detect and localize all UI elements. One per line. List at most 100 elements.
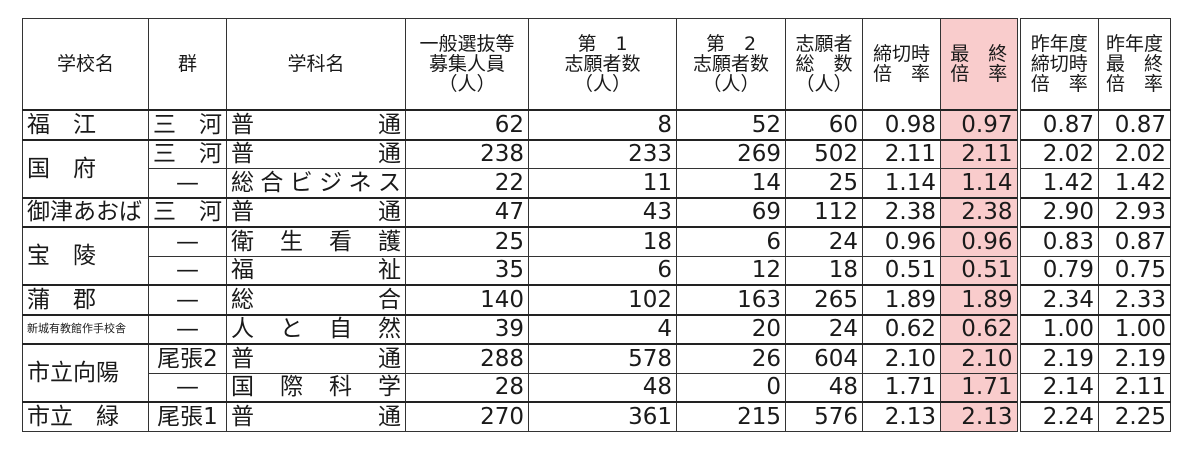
deadline-ratio-cell: 2.10 xyxy=(862,343,941,374)
first-choice-count-cell: 233 xyxy=(528,138,677,169)
last-year-final-ratio-cell: 0.75 xyxy=(1098,255,1171,286)
header-line: （人） xyxy=(795,73,853,95)
first-choice-count-cell: 43 xyxy=(528,196,677,228)
last-year-final-ratio-cell: 2.25 xyxy=(1098,401,1171,432)
final-ratio-cell: 2.10 xyxy=(940,343,1019,374)
deadline-ratio-cell: 1.89 xyxy=(862,284,941,315)
header-line: （人） xyxy=(573,73,631,95)
first-choice-count-cell: 48 xyxy=(528,372,677,403)
header-final-ratio: 最 終倍 率 xyxy=(940,18,1019,111)
final-ratio-cell: 0.62 xyxy=(940,313,1019,345)
department-cell: 普通 xyxy=(226,401,406,432)
total-applicants-cell: 24 xyxy=(785,226,863,257)
header-line: 倍 率 xyxy=(872,63,930,85)
header-line: 募集人員 xyxy=(428,53,505,75)
total-applicants-cell: 48 xyxy=(785,372,863,403)
header-line: 総 数 xyxy=(795,53,853,75)
department-cell: 総合 xyxy=(226,284,406,315)
first-choice-count-cell: 361 xyxy=(528,401,677,432)
department-cell: 国際科学 xyxy=(226,372,406,403)
total-applicants-cell: 265 xyxy=(785,284,863,315)
last-year-deadline-ratio-cell: 0.79 xyxy=(1016,255,1099,286)
recruit-count-cell: 35 xyxy=(405,255,529,286)
last-year-deadline-ratio-cell: 2.14 xyxy=(1016,372,1099,403)
department-cell: 衛生看護 xyxy=(226,226,406,257)
group-cell: — xyxy=(148,313,227,345)
recruit-count-cell: 25 xyxy=(405,226,529,257)
table-row: 新城有教館作手校舎 — 人と自然 39 4 20 24 0.62 0.62 1.00 1.00 xyxy=(22,313,1171,345)
department-cell: 普通 xyxy=(226,138,406,169)
first-choice-count-cell: 11 xyxy=(528,168,677,198)
first-choice-count-cell: 18 xyxy=(528,226,677,257)
header-second-choice-count: 第 2 志願者数 （人） xyxy=(676,18,786,111)
first-choice-count-cell: 578 xyxy=(528,343,677,374)
total-applicants-cell: 576 xyxy=(785,401,863,432)
header-department: 学科名 xyxy=(226,18,406,111)
header-line: 志願者数 xyxy=(564,53,641,75)
header-line: 志願者 xyxy=(795,33,853,55)
recruit-count-cell: 22 xyxy=(405,168,529,198)
header-deadline-ratio: 締切時倍 率 xyxy=(862,18,941,111)
final-ratio-cell: 2.11 xyxy=(940,138,1019,169)
header-line: 一般選抜等 xyxy=(419,33,515,55)
header-line: 倍 率 xyxy=(1030,73,1088,95)
deadline-ratio-cell: 2.38 xyxy=(862,196,941,228)
recruit-count-cell: 238 xyxy=(405,138,529,169)
group-cell: — xyxy=(148,255,227,286)
first-choice-count-cell: 8 xyxy=(528,109,677,140)
group-cell: 三 河 xyxy=(148,196,227,228)
total-applicants-cell: 112 xyxy=(785,196,863,228)
table-row: 市立向陽 尾張2 普通 288 578 26 604 2.10 2.10 2.19 2.19 xyxy=(22,343,1171,403)
final-ratio-cell: 1.89 xyxy=(940,284,1019,315)
recruit-count-cell: 270 xyxy=(405,401,529,432)
last-year-final-ratio-cell: 2.11 xyxy=(1098,372,1171,403)
last-year-deadline-ratio-cell: 0.87 xyxy=(1016,109,1099,140)
table-row: 福 江三 河普通 62 8 52 60 0.98 0.97 0.87 0.87 xyxy=(22,109,1171,140)
table-row: 蒲 郡 — 総合 140 102 163 265 1.89 1.89 2.34 2.33 xyxy=(22,284,1171,315)
second-choice-count-cell: 14 xyxy=(676,168,786,198)
deadline-ratio-cell: 0.98 xyxy=(862,109,941,140)
recruit-count-cell: 47 xyxy=(405,196,529,228)
header-last-year-deadline-ratio: 昨年度 締切時倍 率 xyxy=(1016,18,1099,111)
last-year-final-ratio-cell: 0.87 xyxy=(1098,226,1171,257)
deadline-ratio-cell: 2.13 xyxy=(862,401,941,432)
last-year-deadline-ratio-cell: 1.42 xyxy=(1016,168,1099,198)
department-cell: 福祉 xyxy=(226,255,406,286)
school-name-cell: 市立向陽 xyxy=(22,343,149,403)
header-line: 最 終 xyxy=(950,43,1008,65)
last-year-deadline-ratio-cell: 2.24 xyxy=(1016,401,1099,432)
last-year-final-ratio-cell: 2.02 xyxy=(1098,138,1171,169)
final-ratio-cell: 2.38 xyxy=(940,196,1019,228)
second-choice-count-cell: 163 xyxy=(676,284,786,315)
last-year-final-ratio-cell: 2.93 xyxy=(1098,196,1171,228)
recruit-count-cell: 288 xyxy=(405,343,529,374)
department-cell: 普通 xyxy=(226,109,406,140)
group-cell: — xyxy=(148,372,227,403)
second-choice-count-cell: 269 xyxy=(676,138,786,169)
header-line: 締切時 xyxy=(872,43,930,65)
deadline-ratio-cell: 1.71 xyxy=(862,372,941,403)
deadline-ratio-cell: 0.96 xyxy=(862,226,941,257)
last-year-deadline-ratio-cell: 2.90 xyxy=(1016,196,1099,228)
second-choice-count-cell: 12 xyxy=(676,255,786,286)
last-year-deadline-ratio-cell: 1.00 xyxy=(1016,313,1099,345)
header-line: 最 終 xyxy=(1105,53,1163,75)
school-name-cell: 国 府 xyxy=(22,138,149,198)
second-choice-count-cell: 20 xyxy=(676,313,786,345)
group-cell: 尾張2 xyxy=(148,343,227,374)
table-row: 御津あおば三 河普通 47 43 69 112 2.38 2.38 2.90 2.93 xyxy=(22,196,1171,228)
final-ratio-cell: 0.97 xyxy=(940,109,1019,140)
header-line: 倍 率 xyxy=(1105,73,1163,95)
total-applicants-cell: 60 xyxy=(785,109,863,140)
header-school-name: 学校名 xyxy=(22,18,149,111)
school-name-cell: 宝 陵 xyxy=(22,226,149,286)
header-first-choice-count: 第 1 志願者数 （人） xyxy=(528,18,677,111)
last-year-deadline-ratio-cell: 0.83 xyxy=(1016,226,1099,257)
last-year-final-ratio-cell: 2.19 xyxy=(1098,343,1171,374)
total-applicants-cell: 604 xyxy=(785,343,863,374)
table-row: 国 府三 河普通 238 233 269 502 2.11 2.11 2.02 2.02 xyxy=(22,138,1171,198)
total-applicants-cell: 25 xyxy=(785,168,863,198)
school-name-cell: 福 江 xyxy=(22,109,149,140)
table-row: — 福祉 35 6 12 18 0.51 0.51 0.79 0.75 xyxy=(23,255,1171,286)
second-choice-count-cell: 52 xyxy=(676,109,786,140)
